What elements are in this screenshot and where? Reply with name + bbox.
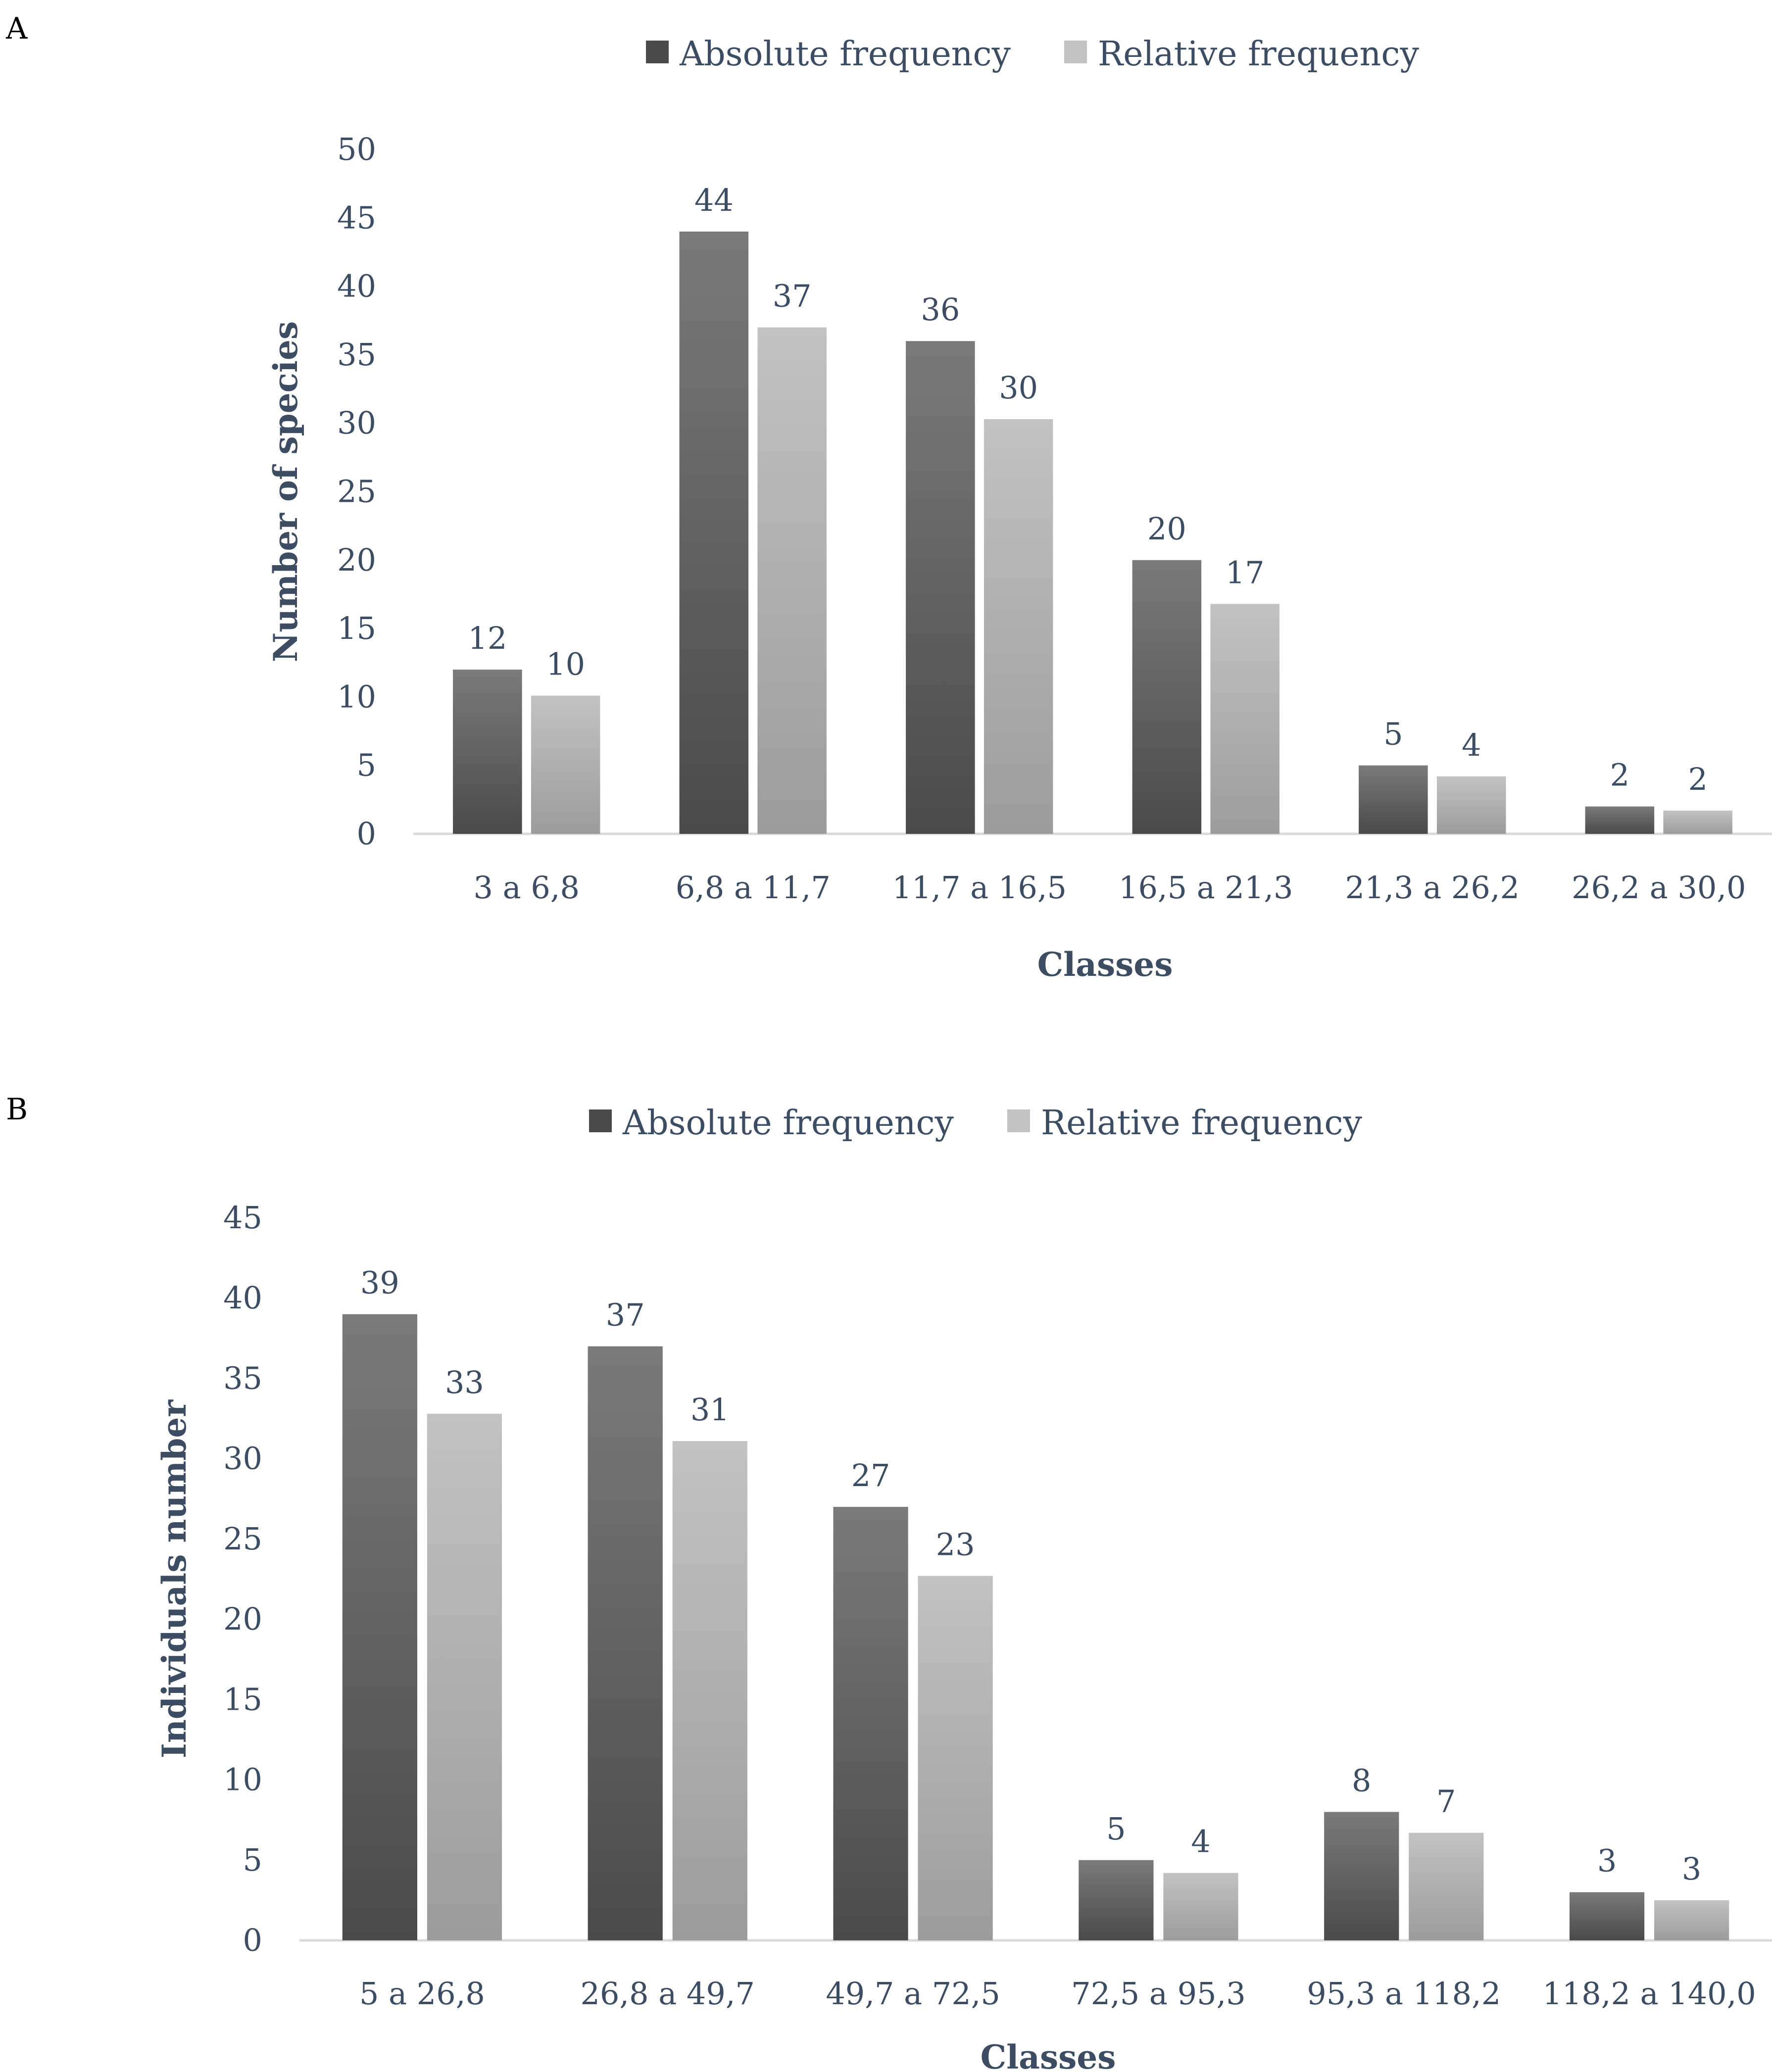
chart-a-bar-relative — [531, 695, 600, 834]
chart-a-y-axis-title: Number of species — [266, 321, 305, 662]
chart-a-data-label: 12 — [468, 620, 507, 656]
chart-a-data-label: 17 — [1226, 554, 1265, 590]
chart-a-ytick-label: 15 — [337, 610, 376, 646]
chart-b-ytick-label: 25 — [223, 1521, 262, 1557]
panel-label-a: A — [5, 11, 28, 46]
chart-a-category-label: 26,2 a 30,0 — [1572, 869, 1746, 906]
chart-a-bar-absolute — [679, 231, 749, 834]
chart-a-bar-absolute — [453, 670, 522, 834]
chart-b-data-label: 39 — [360, 1265, 399, 1301]
chart-b-ytick-label: 20 — [223, 1601, 262, 1637]
chart-b-legend-label: Absolute frequency — [622, 1104, 954, 1143]
chart-a-legend-label: Absolute frequency — [679, 35, 1011, 74]
chart-a-bar-relative — [757, 327, 827, 834]
chart-b-bar-relative — [1654, 1900, 1729, 1940]
chart-b-ytick-label: 30 — [223, 1441, 262, 1477]
chart-a-ytick-label: 20 — [337, 542, 376, 578]
chart-a-category-label: 3 a 6,8 — [474, 869, 580, 906]
chart-b-category-label: 118,2 a 140,0 — [1542, 1976, 1756, 2012]
chart-a-bar-relative — [1436, 776, 1506, 834]
chart-a-category-label: 11,7 a 16,5 — [892, 869, 1067, 906]
panel-label-b: B — [6, 1092, 28, 1127]
chart-b-bar-relative — [427, 1413, 502, 1940]
chart-a-data-label: 2 — [1610, 757, 1629, 793]
chart-b-ytick-label: 15 — [223, 1681, 262, 1717]
chart-a-ytick-label: 50 — [337, 131, 376, 167]
chart-b-data-label: 33 — [445, 1364, 484, 1400]
chart-a-bar-absolute — [906, 341, 975, 834]
chart-a-data-label: 20 — [1147, 511, 1186, 547]
chart-b-data-label: 5 — [1106, 1811, 1126, 1847]
chart-a-legend-swatch-relative — [1064, 41, 1087, 63]
chart-b-ytick-label: 5 — [243, 1842, 262, 1878]
chart-a-legend-label: Relative frequency — [1098, 35, 1419, 74]
chart-b-bar-relative — [918, 1576, 993, 1940]
chart-b-category-label: 95,3 a 118,2 — [1307, 1976, 1501, 2012]
chart-b-ytick-label: 40 — [223, 1280, 262, 1316]
chart-a-bar-relative — [1663, 810, 1732, 834]
chart-a-bar-absolute — [1585, 806, 1655, 834]
chart-b-data-label: 31 — [690, 1392, 730, 1428]
chart-a-bar-absolute — [1132, 560, 1202, 834]
chart-a-ytick-label: 10 — [337, 678, 376, 715]
chart-b-ytick-label: 0 — [243, 1922, 262, 1958]
chart-b-ytick-label: 35 — [223, 1360, 262, 1396]
chart-a-ytick-label: 40 — [337, 268, 376, 304]
chart-a-data-label: 10 — [546, 646, 585, 682]
chart-b-data-label: 23 — [936, 1527, 975, 1563]
chart-b-data-label: 4 — [1191, 1824, 1210, 1860]
chart-a-data-label: 4 — [1462, 727, 1481, 763]
chart-b-data-label: 37 — [606, 1297, 645, 1333]
chart-a-ytick-label: 35 — [337, 337, 376, 373]
chart-a-data-label: 36 — [921, 291, 960, 328]
chart-b-ytick-label: 10 — [223, 1762, 262, 1798]
chart-b-category-label: 5 a 26,8 — [359, 1976, 485, 2012]
chart-b-bar-absolute — [1324, 1812, 1399, 1940]
chart-a-x-axis-title: Classes — [1037, 945, 1173, 984]
chart-a-ytick-label: 45 — [337, 199, 376, 236]
chart-b-x-axis-title: Classes — [981, 2038, 1116, 2072]
chart-a-ytick-label: 5 — [357, 747, 376, 783]
chart-b-y-axis-title: Individuals number — [155, 1399, 194, 1759]
chart-b-legend-swatch-absolute — [589, 1109, 612, 1132]
chart-b-legend-label: Relative frequency — [1041, 1104, 1362, 1143]
chart-a-legend-swatch-absolute — [646, 41, 669, 63]
chart-b-bar-absolute — [588, 1346, 663, 1940]
chart-a-data-label: 2 — [1688, 761, 1707, 797]
chart-a-data-label: 30 — [999, 370, 1038, 406]
chart-a-category-label: 6,8 a 11,7 — [676, 869, 831, 906]
chart-b-bar-absolute — [1569, 1892, 1645, 1940]
chart-b-legend-swatch-relative — [1007, 1109, 1030, 1132]
chart-b-bar-relative — [1409, 1832, 1484, 1940]
chart-b-ytick-label: 45 — [223, 1200, 262, 1236]
chart-a-data-label: 5 — [1383, 716, 1403, 752]
chart-b-bar-relative — [672, 1441, 747, 1940]
chart-b-bar-absolute — [833, 1507, 908, 1940]
chart-b-data-label: 3 — [1682, 1851, 1701, 1887]
chart-b-data-label: 3 — [1597, 1843, 1617, 1879]
chart-a-bar-relative — [984, 419, 1053, 834]
chart-b-data-label: 27 — [851, 1457, 890, 1494]
chart-a-bar-relative — [1210, 604, 1280, 834]
chart-b-category-label: 72,5 a 95,3 — [1071, 1976, 1245, 2012]
chart-b-data-label: 7 — [1436, 1783, 1456, 1820]
chart-a-bar-absolute — [1359, 765, 1428, 834]
chart-a-data-label: 44 — [694, 182, 734, 218]
chart-a-ytick-label: 0 — [357, 816, 376, 852]
chart-a-category-label: 21,3 a 26,2 — [1345, 869, 1520, 906]
chart-a-ytick-label: 30 — [337, 405, 376, 441]
chart-a-data-label: 37 — [773, 278, 812, 314]
chart-b-bar-absolute — [1079, 1860, 1154, 1940]
chart-a-ytick-label: 25 — [337, 474, 376, 510]
chart-b-bar-relative — [1163, 1873, 1238, 1940]
chart-b-category-label: 49,7 a 72,5 — [826, 1976, 1000, 2012]
chart-b-category-label: 26,8 a 49,7 — [581, 1976, 755, 2012]
chart-b-data-label: 8 — [1352, 1762, 1371, 1798]
chart-a-category-label: 16,5 a 21,3 — [1119, 869, 1293, 906]
chart-b-bar-absolute — [342, 1314, 417, 1940]
